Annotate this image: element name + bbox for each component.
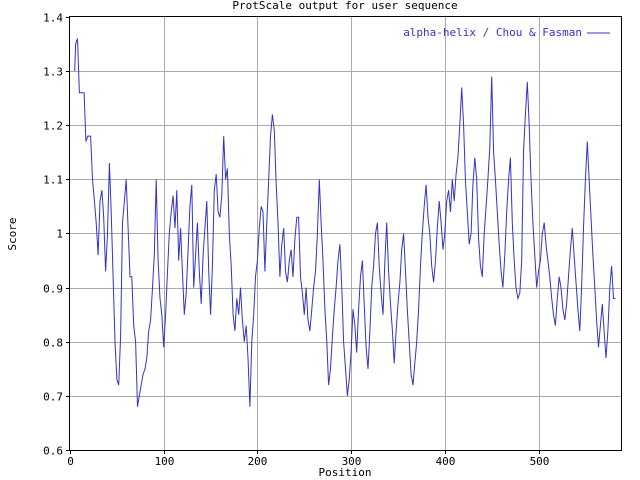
y-tick-label: 1 bbox=[56, 228, 63, 241]
y-tick-label: 1.3 bbox=[43, 66, 63, 79]
series-line bbox=[74, 38, 616, 407]
y-axis-label: Score bbox=[6, 217, 19, 250]
y-tick-label: 1.2 bbox=[43, 120, 63, 133]
x-tick-label: 100 bbox=[155, 455, 175, 468]
legend-label: alpha-helix / Chou & Fasman bbox=[403, 26, 582, 39]
legend: alpha-helix / Chou & Fasman bbox=[403, 26, 610, 39]
x-tick-label: 200 bbox=[248, 455, 268, 468]
x-tick-label: 500 bbox=[530, 455, 550, 468]
y-tick-label: 0.9 bbox=[43, 283, 63, 296]
x-axis-label: Position bbox=[319, 466, 372, 479]
y-tick-label: 0.6 bbox=[43, 445, 63, 458]
y-tick-label: 0.8 bbox=[43, 337, 63, 350]
x-tick-label: 0 bbox=[67, 455, 74, 468]
series-group bbox=[74, 38, 616, 407]
x-axis: 0 100 200 300 400 500 bbox=[67, 450, 549, 468]
y-tick-label: 0.7 bbox=[43, 391, 63, 404]
chart-title: ProtScale output for user sequence bbox=[232, 0, 457, 12]
x-tick-label: 400 bbox=[436, 455, 456, 468]
x-tick-label: 300 bbox=[342, 455, 362, 468]
y-tick-label: 1.1 bbox=[43, 174, 63, 187]
y-tick-label: 1.4 bbox=[43, 12, 63, 25]
y-axis: 0.6 0.7 0.8 0.9 1 1.1 1.2 1.3 1.4 bbox=[43, 12, 70, 458]
